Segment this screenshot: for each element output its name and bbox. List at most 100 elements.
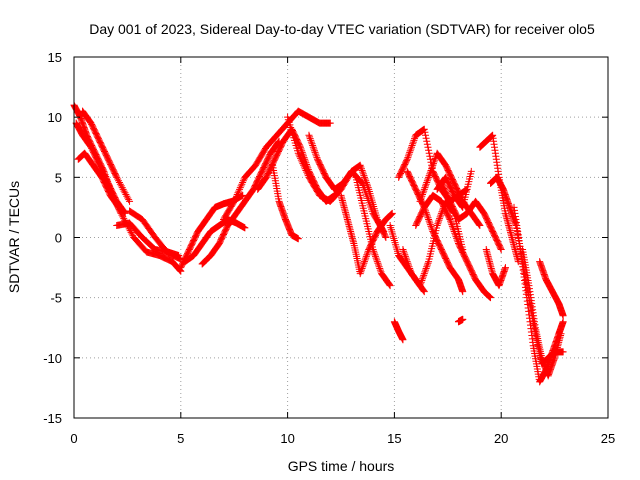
data-point: [297, 156, 305, 164]
data-point: [116, 180, 124, 188]
data-point: [127, 228, 135, 236]
data-point: [231, 196, 239, 204]
data-point: [423, 263, 431, 271]
data-point: [447, 217, 455, 225]
data-point: [428, 165, 436, 173]
data-point: [399, 246, 407, 254]
data-point: [388, 209, 396, 217]
series-track-23: [416, 149, 484, 229]
data-point: [122, 191, 130, 199]
data-point: [374, 259, 382, 267]
data-point: [420, 187, 428, 195]
data-point: [364, 182, 372, 190]
data-point: [236, 184, 244, 192]
data-point: [386, 282, 394, 290]
series-track-17: [390, 318, 407, 344]
data-point: [428, 224, 436, 232]
data-point: [423, 210, 431, 218]
data-point: [406, 147, 414, 155]
y-tick-label: -5: [50, 291, 62, 306]
data-point: [422, 266, 430, 274]
chart-title: Day 001 of 2023, Sidereal Day-to-day VTE…: [89, 21, 595, 37]
data-point: [405, 263, 413, 271]
data-point: [426, 155, 434, 163]
data-point: [123, 192, 131, 200]
data-point: [436, 215, 444, 223]
data-point: [232, 192, 240, 200]
data-point: [239, 178, 247, 186]
series-track-26: [482, 246, 509, 290]
data-point: [363, 251, 371, 259]
data-point: [114, 202, 122, 210]
data-point: [428, 226, 436, 234]
data-point: [364, 249, 372, 257]
data-point: [297, 154, 305, 162]
data-point: [294, 149, 302, 157]
data-point: [128, 230, 136, 238]
data-point: [304, 172, 312, 180]
data-point: [357, 268, 365, 276]
data-point: [448, 221, 456, 229]
series-track-16: [352, 173, 394, 290]
series-track-13: [284, 113, 388, 235]
x-tick-label: 25: [601, 431, 615, 446]
data-point: [115, 178, 123, 186]
data-point: [121, 209, 129, 217]
data-point: [309, 142, 317, 150]
data-point: [308, 140, 316, 148]
data-point: [126, 197, 134, 205]
data-point: [401, 252, 409, 260]
data-point: [238, 180, 246, 188]
data-point: [475, 220, 483, 228]
data-point: [115, 203, 123, 211]
data-point: [450, 226, 458, 234]
data-point: [376, 266, 384, 274]
data-point: [420, 271, 428, 279]
data-point: [312, 152, 320, 160]
data-point: [86, 142, 94, 150]
data-point: [411, 135, 419, 143]
data-point: [97, 172, 105, 180]
data-point: [434, 220, 442, 228]
data-point: [235, 187, 243, 195]
y-axis-label: SDTVAR / TECUs: [6, 181, 22, 293]
data-point: [360, 172, 368, 180]
data-point: [425, 172, 433, 180]
data-point: [299, 160, 307, 168]
data-point: [362, 178, 370, 186]
data-point: [403, 155, 411, 163]
data-point: [406, 148, 414, 156]
series-track-30: [536, 258, 567, 320]
data-point: [425, 149, 433, 157]
data-point: [428, 163, 436, 171]
data-point: [419, 189, 427, 197]
data-point: [400, 249, 408, 257]
data-point: [375, 263, 383, 271]
data-point: [418, 276, 426, 284]
data-point: [431, 156, 439, 164]
data-point: [422, 180, 430, 188]
x-tick-label: 15: [387, 431, 401, 446]
series-track-6: [126, 207, 185, 263]
data-point: [452, 233, 460, 241]
data-point: [369, 246, 377, 254]
data-point: [497, 246, 505, 254]
data-point: [359, 168, 367, 176]
data-point: [427, 222, 435, 230]
data-point: [403, 258, 411, 266]
data-point: [372, 254, 380, 262]
data-point: [429, 160, 437, 168]
data-point: [497, 244, 505, 252]
data-point: [404, 261, 412, 269]
series-track-10: [220, 107, 334, 223]
series-track-2: [72, 119, 129, 217]
data-point: [417, 278, 425, 286]
data-point: [447, 219, 455, 227]
data-point: [360, 258, 368, 266]
data-point: [364, 184, 372, 192]
data-point: [370, 249, 378, 257]
data-point: [437, 211, 445, 219]
axis-ticks: 0 5 10 15 20 25 -15 -10 -5 0 5 10 15: [43, 50, 615, 446]
data-point: [307, 138, 315, 146]
